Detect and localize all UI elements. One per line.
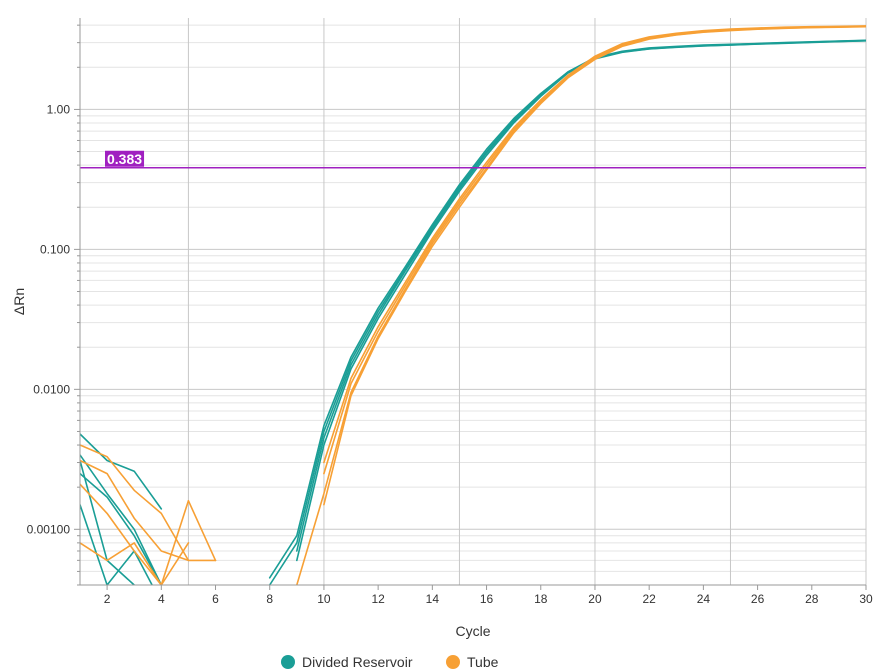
series-layer [80, 25, 866, 603]
legend-marker-divided-reservoir [281, 655, 295, 669]
series-line-divided-reservoir[interactable] [296, 39, 866, 552]
threshold-label: 0.383 [107, 151, 142, 167]
x-tick-label: 6 [212, 592, 219, 606]
series-line-divided-reservoir[interactable] [80, 503, 161, 603]
series-line-divided-reservoir[interactable] [80, 433, 163, 510]
series-line-divided-reservoir[interactable] [80, 454, 163, 585]
threshold-label-background [105, 150, 145, 167]
series-line-divided-reservoir[interactable] [80, 459, 161, 603]
major-gridlines [80, 18, 867, 585]
y-axis-ticks: 0.00100 0.0100 0.100 1.00 [27, 24, 80, 586]
x-tick-label: 8 [266, 592, 273, 606]
x-tick-label: 26 [751, 592, 765, 606]
series-line-tube[interactable] [80, 499, 217, 585]
threshold[interactable]: 0.383 [80, 150, 866, 169]
legend-label-divided-reservoir: Divided Reservoir [302, 654, 413, 670]
x-tick-label: 2 [104, 592, 111, 606]
y-tick-label: 0.00100 [27, 522, 71, 536]
series-line-tube[interactable] [80, 459, 190, 562]
x-tick-label: 14 [426, 592, 440, 606]
series-line-divided-reservoir[interactable] [268, 39, 866, 579]
series-line-divided-reservoir[interactable] [80, 472, 163, 585]
x-tick-label: 16 [480, 592, 494, 606]
x-tick-label: 4 [158, 592, 165, 606]
x-axis-ticks: 2 4 6 8 10 12 14 16 18 20 22 24 26 28 30 [104, 585, 873, 606]
legend-item-divided-reservoir[interactable]: Divided Reservoir [281, 654, 413, 670]
series-line-tube[interactable] [323, 25, 866, 506]
legend-label-tube: Tube [467, 654, 499, 670]
y-tick-label: 1.00 [47, 102, 71, 116]
x-tick-label: 10 [317, 592, 331, 606]
series-line-tube[interactable] [80, 444, 217, 562]
y-tick-label: 0.0100 [33, 382, 70, 396]
y-axis-title: ΔRn [11, 288, 27, 315]
x-tick-label: 28 [805, 592, 819, 606]
legend: Divided Reservoir Tube [281, 654, 499, 670]
x-axis-title: Cycle [455, 623, 490, 639]
x-tick-label: 18 [534, 592, 548, 606]
x-tick-label: 20 [588, 592, 602, 606]
legend-item-tube[interactable]: Tube [446, 654, 499, 670]
x-tick-label: 22 [642, 592, 656, 606]
minor-gridlines [80, 24, 866, 586]
series-line-tube[interactable] [80, 483, 190, 585]
legend-marker-tube [446, 655, 460, 669]
x-tick-label: 12 [371, 592, 385, 606]
series-line-divided-reservoir[interactable] [268, 39, 866, 586]
y-tick-label: 0.100 [40, 242, 70, 256]
x-tick-label: 30 [859, 592, 873, 606]
x-tick-label: 24 [697, 592, 711, 606]
